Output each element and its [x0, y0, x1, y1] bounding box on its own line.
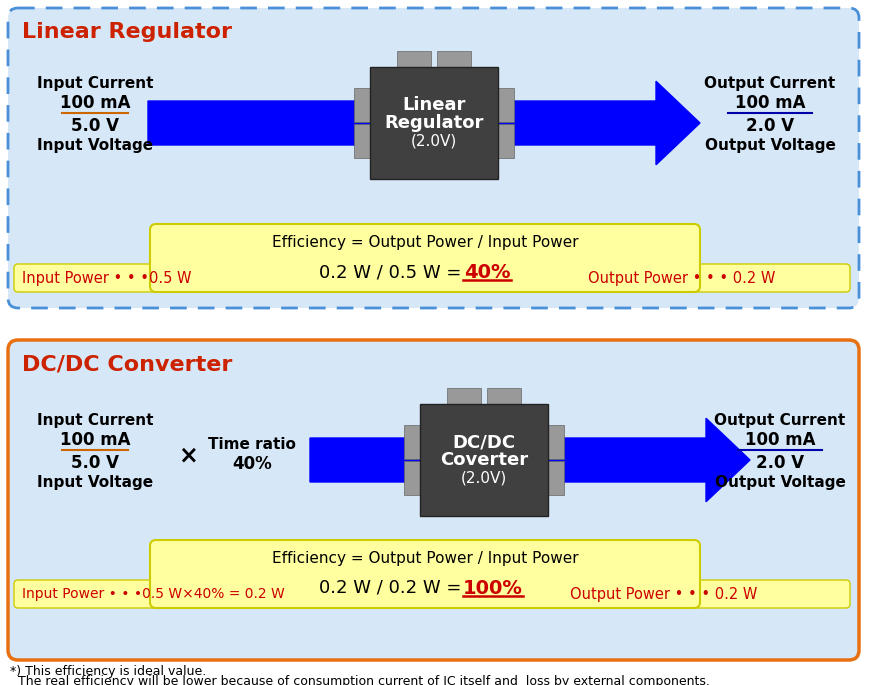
Text: *) This efficiency is ideal value.: *) This efficiency is ideal value. [10, 666, 206, 679]
Text: 0.2 W / 0.2 W =: 0.2 W / 0.2 W = [319, 579, 467, 597]
Text: Output Power • • • 0.2 W: Output Power • • • 0.2 W [570, 586, 758, 601]
Text: 5.0 V: 5.0 V [71, 117, 119, 135]
Text: Time ratio: Time ratio [208, 436, 296, 451]
FancyBboxPatch shape [447, 388, 481, 406]
Text: 0.2 W / 0.5 W =: 0.2 W / 0.5 W = [319, 263, 467, 281]
FancyBboxPatch shape [370, 67, 498, 179]
Text: 100 mA: 100 mA [745, 431, 815, 449]
Polygon shape [310, 419, 750, 502]
FancyBboxPatch shape [8, 8, 859, 308]
FancyBboxPatch shape [14, 580, 354, 608]
Text: (2.0V): (2.0V) [461, 471, 507, 486]
FancyBboxPatch shape [437, 51, 471, 69]
FancyBboxPatch shape [487, 388, 521, 406]
Text: 40%: 40% [464, 262, 510, 282]
Text: 100%: 100% [463, 579, 523, 597]
Text: ×: × [178, 443, 198, 467]
Text: 100 mA: 100 mA [735, 94, 806, 112]
Text: Coverter: Coverter [440, 451, 528, 469]
FancyBboxPatch shape [404, 425, 422, 459]
Text: 2.0 V: 2.0 V [756, 454, 804, 472]
Text: 40%: 40% [232, 455, 272, 473]
FancyBboxPatch shape [496, 88, 514, 122]
Text: Input Power • • •0.5 W×40% = 0.2 W: Input Power • • •0.5 W×40% = 0.2 W [22, 587, 285, 601]
Polygon shape [148, 82, 700, 165]
Text: Linear: Linear [402, 96, 466, 114]
Text: Input Power • • •0.5 W: Input Power • • •0.5 W [22, 271, 191, 286]
Text: The real efficiency will be lower because of consumption current of IC itself an: The real efficiency will be lower becaus… [10, 675, 710, 685]
Text: Input Voltage: Input Voltage [37, 475, 153, 490]
FancyBboxPatch shape [397, 51, 431, 69]
Text: Efficiency = Output Power / Input Power: Efficiency = Output Power / Input Power [272, 234, 578, 249]
Text: (2.0V): (2.0V) [411, 134, 457, 149]
FancyBboxPatch shape [496, 124, 514, 158]
Text: Regulator: Regulator [384, 114, 484, 132]
Text: Input Current: Input Current [36, 412, 153, 427]
Text: Output Voltage: Output Voltage [705, 138, 835, 153]
Text: Input Current: Input Current [36, 75, 153, 90]
FancyBboxPatch shape [546, 425, 564, 459]
Text: 100 mA: 100 mA [60, 431, 130, 449]
FancyBboxPatch shape [404, 461, 422, 495]
FancyBboxPatch shape [150, 540, 700, 608]
FancyBboxPatch shape [420, 404, 548, 516]
Text: Input Voltage: Input Voltage [37, 138, 153, 153]
FancyBboxPatch shape [14, 264, 264, 292]
Text: Output Power • • • 0.2 W: Output Power • • • 0.2 W [588, 271, 775, 286]
Text: 2.0 V: 2.0 V [746, 117, 794, 135]
FancyBboxPatch shape [354, 88, 372, 122]
Text: Output Current: Output Current [705, 75, 836, 90]
FancyBboxPatch shape [562, 580, 850, 608]
FancyBboxPatch shape [580, 264, 850, 292]
FancyBboxPatch shape [150, 224, 700, 292]
Text: Linear Regulator: Linear Regulator [22, 22, 232, 42]
Text: DC/DC Converter: DC/DC Converter [22, 354, 232, 374]
Text: DC/DC: DC/DC [453, 433, 515, 451]
Text: Efficiency = Output Power / Input Power: Efficiency = Output Power / Input Power [272, 551, 578, 566]
Text: 100 mA: 100 mA [60, 94, 130, 112]
FancyBboxPatch shape [8, 340, 859, 660]
FancyBboxPatch shape [354, 124, 372, 158]
FancyBboxPatch shape [546, 461, 564, 495]
Text: 5.0 V: 5.0 V [71, 454, 119, 472]
Text: Output Voltage: Output Voltage [714, 475, 846, 490]
Text: Output Current: Output Current [714, 412, 846, 427]
